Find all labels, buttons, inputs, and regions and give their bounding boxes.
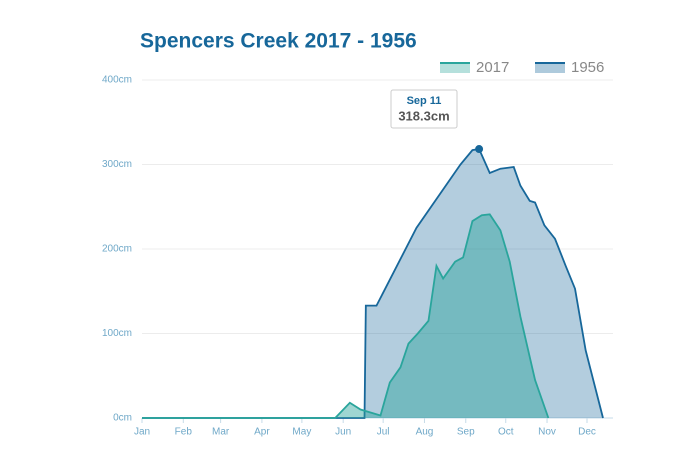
- tooltip-title: Sep 11: [407, 95, 442, 107]
- legend-label: 2017: [476, 59, 509, 76]
- legend-swatch: [440, 63, 470, 73]
- chart-title: Spencers Creek 2017 - 1956: [140, 30, 417, 53]
- x-tick-label: Nov: [538, 427, 556, 438]
- x-tick-label: Oct: [498, 427, 514, 438]
- x-tick-label: Feb: [175, 427, 193, 438]
- legend-swatch: [535, 63, 565, 73]
- x-tick-label: Apr: [254, 427, 270, 438]
- x-tick-label: Jul: [377, 427, 390, 438]
- series-area: [142, 214, 549, 418]
- x-tick-label: Mar: [212, 427, 230, 438]
- x-tick-label: May: [292, 427, 311, 438]
- legend-item: 1956: [535, 59, 604, 76]
- y-tick-label: 400cm: [102, 75, 132, 86]
- series-line: [142, 148, 604, 419]
- y-tick-label: 300cm: [102, 159, 132, 170]
- tooltip-box: [390, 89, 458, 129]
- legend-label: 1956: [571, 59, 604, 76]
- series-line: [142, 213, 550, 419]
- tooltip-point: [475, 145, 484, 154]
- x-tick-label: Jun: [335, 427, 351, 438]
- y-tick-label: 200cm: [102, 244, 132, 255]
- x-tick-label: Jan: [134, 427, 150, 438]
- y-tick-label: 0cm: [113, 413, 132, 424]
- series-area: [142, 149, 603, 418]
- y-tick-label: 100cm: [102, 328, 132, 339]
- x-tick-label: Dec: [578, 427, 596, 438]
- x-tick-label: Sep: [457, 427, 475, 438]
- tooltip-text: 318.3cm: [398, 108, 449, 123]
- x-tick-label: Aug: [416, 427, 434, 438]
- legend-item: 2017: [440, 59, 509, 76]
